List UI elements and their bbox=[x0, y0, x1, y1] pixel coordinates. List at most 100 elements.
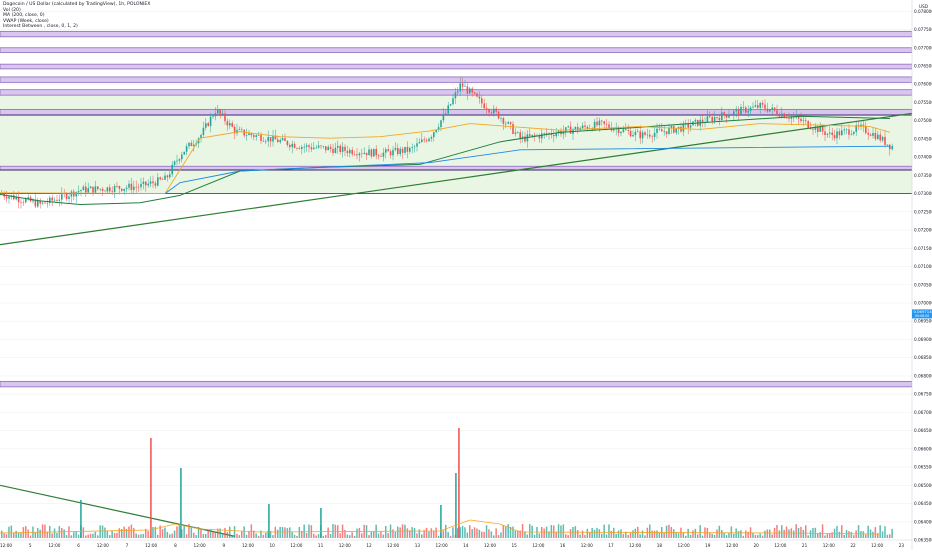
candle-body bbox=[363, 153, 365, 154]
green-zone bbox=[0, 170, 912, 193]
volume-bar bbox=[615, 534, 617, 538]
candle-body bbox=[169, 174, 171, 177]
candle-body bbox=[251, 133, 253, 135]
time-tick-label: 14 bbox=[463, 543, 469, 548]
volume-bar bbox=[728, 533, 730, 538]
volume-bar bbox=[469, 525, 471, 538]
time-tick-label: 18 bbox=[657, 543, 663, 548]
volume-bar bbox=[488, 529, 490, 538]
candle-body bbox=[875, 133, 877, 139]
candle-body bbox=[51, 198, 53, 201]
candle-body bbox=[450, 104, 452, 105]
time-tick-label: 12:00 bbox=[48, 543, 60, 548]
volume-bar bbox=[83, 527, 85, 538]
volume-bar bbox=[555, 532, 557, 538]
candle-body bbox=[32, 200, 34, 201]
volume-bar bbox=[651, 531, 653, 538]
volume-bar bbox=[171, 534, 173, 538]
candle-body bbox=[135, 187, 137, 188]
volume-bar bbox=[229, 527, 231, 538]
volume-bar bbox=[831, 532, 833, 538]
candle-body bbox=[750, 108, 752, 112]
volume-bar bbox=[383, 535, 385, 538]
candle-body bbox=[337, 146, 339, 148]
volume-bar bbox=[783, 530, 785, 538]
time-tick-label: 12:00 bbox=[242, 543, 254, 548]
candle-body bbox=[325, 146, 327, 150]
candle-body bbox=[603, 121, 605, 124]
volume-bar bbox=[601, 534, 603, 538]
legend-interest: Interest Between , close, 0, 1, 2) bbox=[3, 24, 150, 30]
price-tick-label: 0.07550000 bbox=[914, 100, 932, 105]
candle-body bbox=[517, 132, 519, 133]
candle-body bbox=[426, 140, 428, 141]
time-tick-label: 12:00 bbox=[629, 543, 641, 548]
volume-bar bbox=[529, 524, 531, 538]
candle-body bbox=[18, 197, 20, 202]
candle-body bbox=[884, 137, 886, 145]
candle-body bbox=[663, 131, 665, 132]
candle-body bbox=[361, 154, 363, 155]
volume-bar bbox=[673, 529, 675, 538]
volume-bar bbox=[596, 528, 598, 538]
candle-body bbox=[455, 92, 457, 98]
volume-bar bbox=[863, 531, 865, 538]
candle-body bbox=[769, 110, 771, 112]
volume-bar bbox=[817, 533, 819, 538]
volume-bar bbox=[745, 530, 747, 538]
volume-bar bbox=[843, 535, 845, 538]
volume-bar bbox=[719, 526, 721, 538]
volume-bar bbox=[164, 528, 166, 538]
candle-body bbox=[555, 133, 557, 136]
volume-bar bbox=[649, 524, 651, 538]
candle-body bbox=[476, 93, 478, 96]
volume-bar bbox=[183, 525, 185, 538]
volume-bar bbox=[875, 527, 877, 538]
volume-bar bbox=[543, 529, 545, 538]
volume-bar bbox=[654, 531, 656, 538]
candle-body bbox=[119, 186, 121, 189]
candle-body bbox=[97, 186, 99, 189]
candle-body bbox=[735, 110, 737, 112]
volume-bar bbox=[603, 525, 605, 538]
candle-body bbox=[59, 200, 61, 201]
candle-body bbox=[339, 146, 341, 152]
volume-bar bbox=[879, 525, 881, 538]
volume-bar bbox=[731, 526, 733, 538]
candle-body bbox=[474, 92, 476, 93]
volume-bar bbox=[102, 525, 104, 538]
candle-body bbox=[37, 201, 39, 207]
volume-bar bbox=[200, 529, 202, 538]
volume-bar bbox=[399, 527, 401, 538]
volume-bar bbox=[447, 532, 449, 538]
volume-bar bbox=[764, 531, 766, 538]
candle-body bbox=[788, 118, 790, 119]
candle-body bbox=[863, 125, 865, 126]
volume-bar bbox=[359, 528, 361, 538]
volume-bar bbox=[167, 532, 169, 538]
volume-bar bbox=[522, 524, 524, 538]
volume-bar bbox=[246, 535, 248, 538]
candle-body bbox=[721, 112, 723, 120]
candle-body bbox=[656, 129, 658, 133]
volume-bar bbox=[47, 532, 49, 538]
volume-bar bbox=[639, 534, 641, 538]
volume-bar bbox=[503, 525, 505, 538]
candle-body bbox=[745, 107, 747, 112]
volume-bar bbox=[752, 533, 754, 538]
volume-bar bbox=[822, 524, 824, 538]
candle-body bbox=[282, 138, 284, 140]
candle-body bbox=[488, 110, 490, 113]
candle-body bbox=[870, 135, 872, 136]
volume-bar bbox=[793, 531, 795, 538]
candle-body bbox=[83, 187, 85, 191]
volume-bar bbox=[476, 528, 478, 538]
volume-bar bbox=[858, 525, 860, 538]
volume-bar bbox=[37, 528, 39, 538]
volume-bar bbox=[51, 533, 53, 538]
volume-bar bbox=[195, 535, 197, 538]
candle-body bbox=[733, 111, 735, 115]
candle-body bbox=[791, 117, 793, 119]
